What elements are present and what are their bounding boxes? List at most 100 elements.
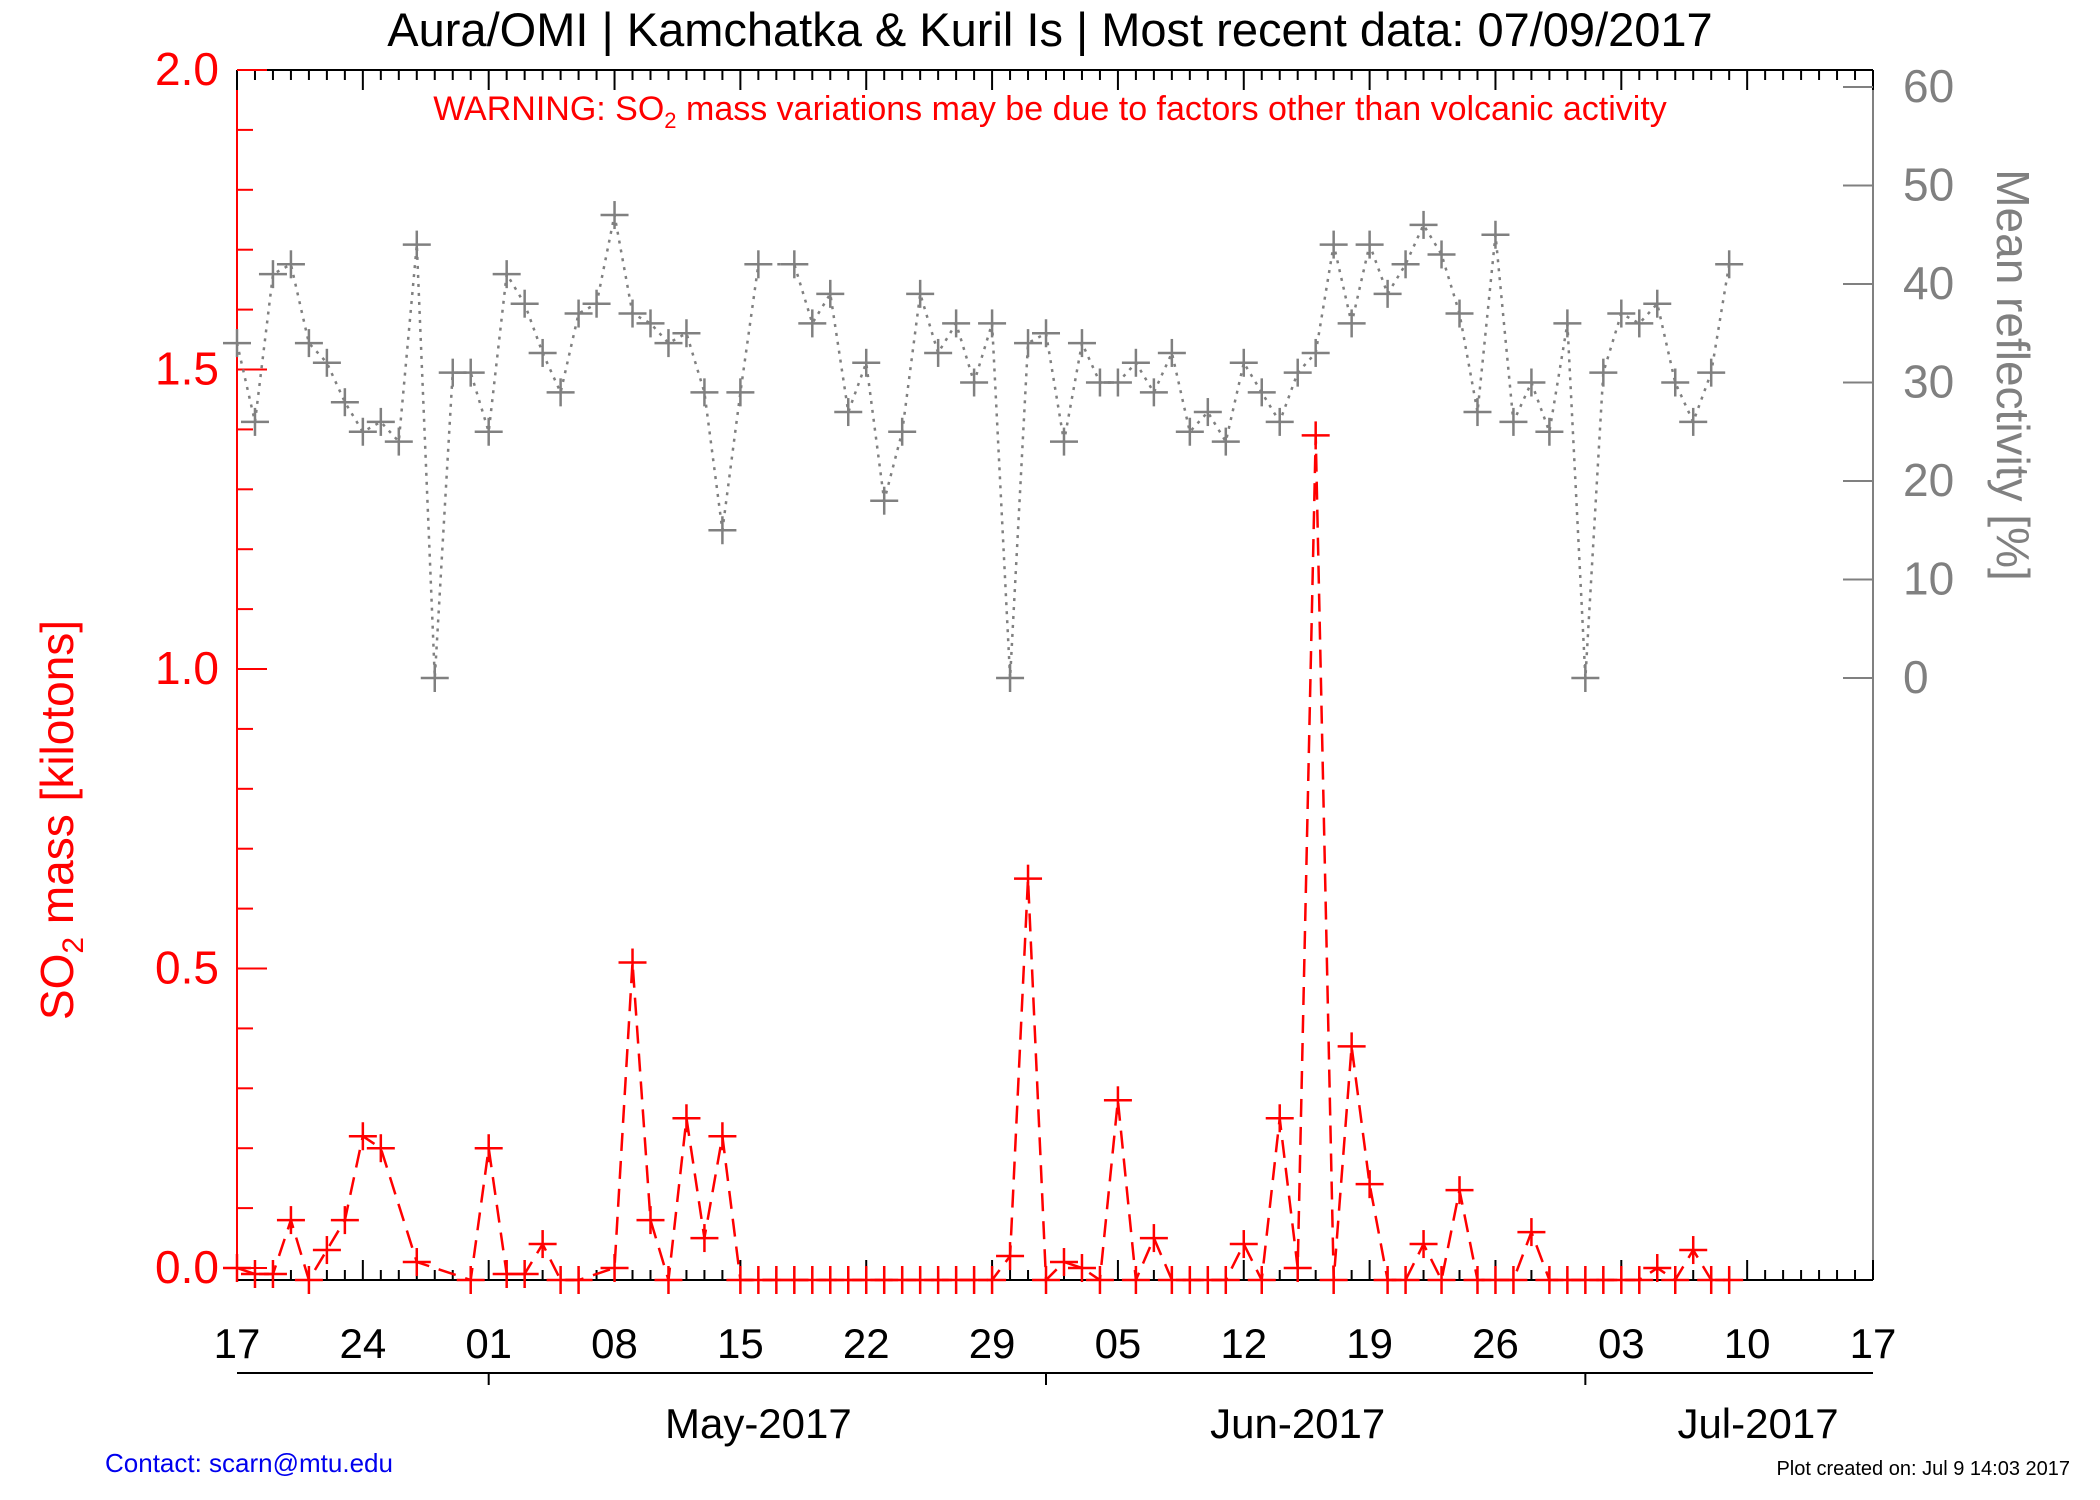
x-tick-label: 03 (1598, 1320, 1645, 1367)
so2-mass-marker (1247, 1266, 1276, 1294)
so2-mass-marker (223, 1254, 251, 1283)
so2-mass-marker (1014, 864, 1043, 893)
reflectivity-marker (798, 309, 827, 338)
reflectivity-marker (1337, 309, 1366, 338)
reflectivity-marker (420, 664, 449, 692)
reflectivity-marker (780, 250, 809, 279)
reflectivity-marker (1679, 407, 1708, 436)
reflectivity-marker (1319, 230, 1348, 259)
warning-subscript: 2 (664, 107, 677, 133)
reflectivity-marker (312, 348, 341, 377)
so2-mass-marker (1679, 1236, 1708, 1265)
y-axis-left-label: SO2 mass [kilotons] (30, 370, 90, 1270)
so2-mass-marker (1067, 1254, 1096, 1283)
reflectivity-marker (1373, 279, 1402, 308)
y-right-tick-label: 40 (1903, 257, 1954, 309)
y-right-tick-label: 50 (1903, 159, 1954, 211)
so2-mass-marker (276, 1206, 305, 1235)
reflectivity-marker (1571, 664, 1600, 692)
month-label: May-2017 (665, 1400, 852, 1447)
so2-mass-marker (1229, 1230, 1258, 1259)
y-right-tick-label: 20 (1903, 454, 1954, 506)
so2-mass-marker (348, 1122, 377, 1151)
y-left-tick-label: 1.0 (155, 642, 219, 694)
reflectivity-marker (1355, 230, 1384, 259)
reflectivity-marker (1643, 289, 1672, 318)
so2-mass-marker (1265, 1104, 1294, 1133)
reflectivity-marker (1211, 427, 1240, 456)
so2-mass-marker (996, 1242, 1025, 1271)
so2-mass-marker (1211, 1266, 1240, 1294)
y-left-tick-label: 2.0 (155, 43, 219, 95)
reflectivity-marker (1247, 378, 1276, 407)
so2-mass-marker (1085, 1266, 1114, 1294)
so2-mass-marker (672, 1104, 701, 1133)
y-axis-right-label: Mean reflectivity [%] (1987, 169, 2039, 581)
y-right-tick-label: 60 (1903, 60, 1954, 112)
so2-mass-marker (1409, 1230, 1438, 1259)
so2-mass-marker (600, 1254, 629, 1283)
reflectivity-marker (223, 329, 251, 358)
so2-mass-marker (1643, 1254, 1672, 1283)
so2-mass-marker (1283, 1254, 1312, 1283)
reflectivity-marker (1481, 220, 1510, 249)
reflectivity-marker (456, 358, 485, 387)
reflectivity-marker (906, 279, 935, 308)
reflectivity-marker (1427, 240, 1456, 269)
so2-mass-marker (1499, 1266, 1528, 1294)
x-tick-label: 17 (1850, 1320, 1897, 1367)
warning-suffix: mass variations may be due to factors ot… (676, 90, 1667, 128)
so2-mass-line (236, 435, 1730, 1285)
month-label: Jun-2017 (1210, 1400, 1385, 1447)
contact-link[interactable]: Contact: scarn@mtu.edu (105, 1448, 393, 1478)
reflectivity-marker (1121, 348, 1150, 377)
reflectivity-marker (492, 260, 521, 289)
reflectivity-marker (600, 201, 629, 230)
reflectivity-marker (1661, 368, 1690, 397)
chart-title: Aura/OMI | Kamchatka & Kuril Is | Most r… (387, 3, 1713, 56)
so2-mass-marker (1427, 1266, 1456, 1294)
so2-mass-marker (1301, 421, 1330, 450)
reflectivity-marker (888, 417, 917, 446)
reflectivity-marker (1157, 338, 1186, 367)
reflectivity-marker (1301, 338, 1330, 367)
x-tick-label: 10 (1724, 1320, 1771, 1367)
reflectivity-marker (1049, 427, 1078, 456)
reflectivity-marker (1715, 250, 1744, 279)
reflectivity-marker (330, 388, 359, 417)
reflectivity-marker (1014, 329, 1043, 358)
reflectivity-marker (1391, 250, 1420, 279)
so2-mass-marker (708, 1122, 737, 1151)
so2-mass-marker (978, 1266, 1007, 1294)
warning-prefix: WARNING: SO (433, 90, 665, 128)
so2-mass-marker (1661, 1266, 1690, 1294)
so2-mass-marker (1355, 1170, 1384, 1199)
so2-mass-marker (1715, 1266, 1744, 1294)
reflectivity-marker (1625, 309, 1654, 338)
reflectivity-marker (1445, 299, 1474, 328)
reflectivity-marker (1193, 398, 1222, 427)
reflectivity-marker (960, 368, 989, 397)
so2-mass-marker (510, 1260, 539, 1289)
so2-mass-marker (1139, 1224, 1168, 1253)
so2-mass-marker (1337, 1032, 1366, 1061)
y-left-label-suffix: mass [kilotons] (31, 619, 83, 937)
reflectivity-line (235, 214, 1731, 679)
reflectivity-marker (1463, 398, 1492, 427)
reflectivity-marker (1229, 348, 1258, 377)
reflectivity-marker (258, 260, 287, 289)
y-left-label-prefix: SO (31, 953, 83, 1021)
reflectivity-marker (942, 309, 971, 338)
y-left-tick-label: 1.5 (155, 343, 219, 395)
so2-mass-marker (330, 1206, 359, 1235)
reflectivity-marker (582, 289, 611, 318)
reflectivity-marker (348, 417, 377, 446)
reflectivity-marker (528, 338, 557, 367)
x-tick-label: 01 (465, 1320, 512, 1367)
reflectivity-marker (1499, 407, 1528, 436)
so2-mass-marker (1517, 1218, 1546, 1247)
reflectivity-marker (546, 378, 575, 407)
x-tick-label: 22 (843, 1320, 890, 1367)
reflectivity-marker (1535, 417, 1564, 446)
reflectivity-marker (708, 516, 737, 545)
